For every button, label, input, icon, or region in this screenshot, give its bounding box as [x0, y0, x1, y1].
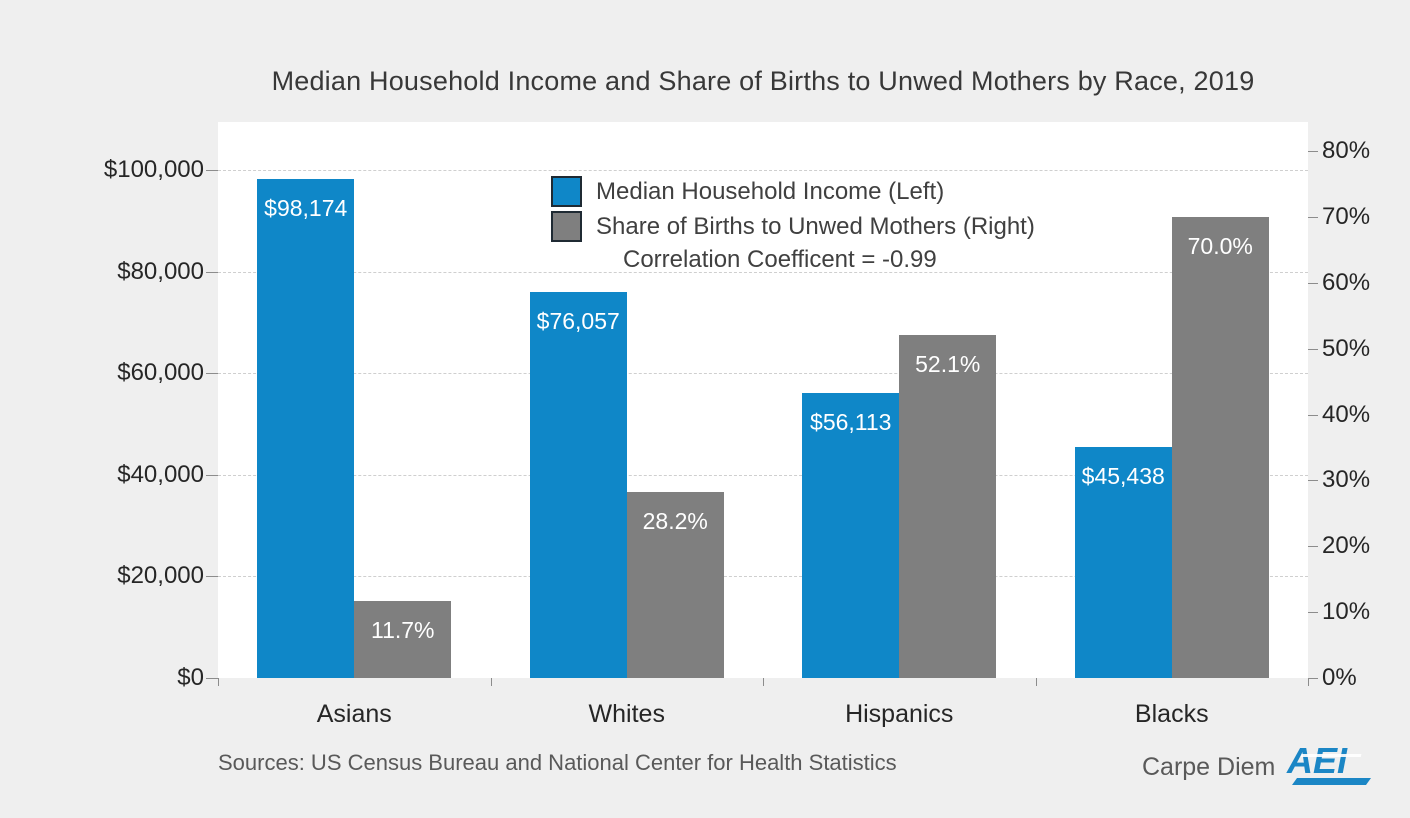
left-axis-tick-label: $80,000: [117, 257, 204, 285]
share-bar-whites: 28.2%: [626, 492, 724, 678]
left-axis-tick-label: $20,000: [117, 562, 204, 590]
legend-label-income: Median Household Income (Left): [596, 177, 945, 205]
share-bar-blacks-value-label: 70.0%: [1187, 232, 1253, 259]
income-bar-whites: $76,057: [529, 291, 627, 678]
right-axis-tick: [1308, 480, 1318, 482]
category-label-whites: Whites: [588, 700, 665, 728]
share-bar-asians-value-label: 11.7%: [370, 616, 435, 643]
income-bar-whites-value-label: $76,057: [536, 307, 620, 334]
right-axis-tick-label: 10%: [1322, 598, 1371, 626]
plot-area: Median Household Income (Left) Share of …: [218, 122, 1308, 678]
left-axis-tick: [206, 271, 218, 273]
right-axis-tick: [1308, 282, 1318, 284]
left-axis-tick: [206, 678, 218, 679]
income-bar-hispanics-value-label: $56,113: [810, 408, 892, 435]
right-axis-tick-label: 60%: [1322, 268, 1371, 296]
share-bar-whites-value-label: 28.2%: [642, 508, 708, 535]
x-axis-tick: [218, 678, 219, 686]
right-axis-tick: [1308, 612, 1318, 614]
chart-title: Median Household Income and Share of Bir…: [271, 66, 1255, 96]
income-bar-asians-value-label: $98,174: [264, 195, 348, 222]
left-axis-tick-label: $0: [177, 664, 204, 691]
right-axis-tick: [1308, 216, 1318, 218]
right-axis-tick: [1308, 414, 1318, 416]
x-axis-tick: [763, 678, 764, 686]
right-axis-tick-label: 30%: [1322, 466, 1371, 494]
income-bar-asians: $98,174: [257, 179, 355, 678]
left-axis-tick: [206, 170, 218, 171]
sources-note: Sources: US Census Bureau and National C…: [218, 750, 897, 775]
income-legend-swatch: [551, 176, 582, 207]
svg-text:AEI: AEI: [1286, 740, 1348, 781]
share-bar-hispanics: 52.1%: [899, 334, 997, 678]
category-label-asians: Asians: [316, 700, 392, 728]
gridline: [218, 271, 1308, 273]
carpe-diem-aei-logo: Carpe Diem AEI: [1142, 740, 1385, 795]
right-axis-tick: [1308, 348, 1318, 350]
x-axis-tick: [490, 678, 492, 686]
legend: Median Household Income (Left) Share of …: [551, 176, 1035, 274]
correlation-annotation: Correlation Coefficent = -0.99: [623, 246, 937, 273]
carpe-diem-label: Carpe Diem: [1142, 753, 1276, 781]
left-axis-tick-label: $40,000: [117, 460, 204, 488]
right-axis-tick-label: 0%: [1322, 664, 1357, 691]
income-bar-blacks-value-label: $45,438: [1081, 463, 1165, 490]
legend-item-share: Share of Births to Unwed Mothers (Right): [551, 211, 1035, 242]
right-axis-tick-label: 20%: [1322, 532, 1371, 560]
category-label-hispanics: Hispanics: [845, 700, 954, 728]
gridline: [218, 474, 1308, 476]
left-axis: $0 $20,000 $40,000 $60,000 $80,000 $100,000: [0, 122, 204, 691]
income-bar-hispanics: $56,113: [802, 392, 900, 678]
gridline: [218, 373, 1308, 375]
left-axis-tick-label: $100,000: [103, 156, 204, 183]
legend-label-share: Share of Births to Unwed Mothers (Right): [596, 212, 1035, 240]
right-axis-tick-label: 80%: [1322, 137, 1371, 164]
right-axis-tick-label: 70%: [1322, 202, 1371, 230]
gridline: [218, 170, 1308, 171]
share-bar-blacks: 70.0%: [1171, 216, 1269, 678]
share-legend-swatch: [551, 211, 582, 242]
right-axis-tick: [1308, 546, 1318, 548]
right-axis-tick-label: 50%: [1322, 334, 1371, 362]
right-axis-tick: [1308, 678, 1318, 679]
left-axis-tick: [206, 576, 218, 578]
left-axis-tick-label: $60,000: [117, 359, 204, 387]
right-axis: 0% 10% 20% 30% 40% 50% 60% 70% 80%: [1322, 122, 1410, 691]
legend-item-income: Median Household Income (Left): [551, 176, 1035, 207]
x-axis-tick: [1308, 678, 1309, 686]
gridline: [218, 576, 1308, 578]
aei-logo-icon: AEI: [1285, 740, 1385, 795]
right-axis-tick: [1308, 151, 1318, 152]
right-axis-tick-label: 40%: [1322, 400, 1371, 428]
share-bar-hispanics-value-label: 52.1%: [915, 350, 981, 377]
left-axis-tick: [206, 474, 218, 476]
left-axis-tick: [206, 373, 218, 375]
income-bar-blacks: $45,438: [1074, 447, 1172, 678]
x-axis-tick: [1035, 678, 1037, 686]
category-label-blacks: Blacks: [1134, 700, 1209, 728]
share-bar-asians: 11.7%: [354, 600, 452, 678]
